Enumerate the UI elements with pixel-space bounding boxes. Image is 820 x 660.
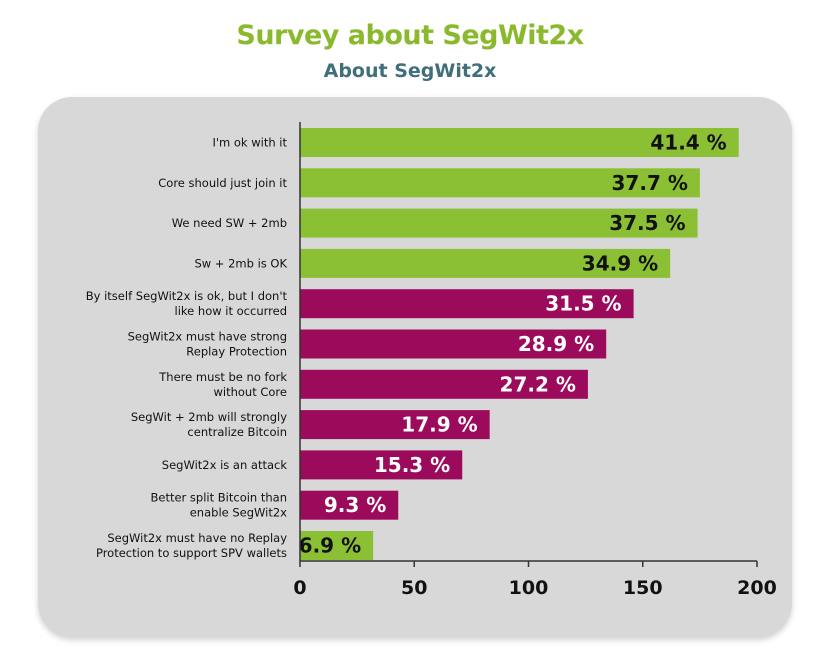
category-label: I'm ok with it — [212, 136, 287, 150]
category-label: without Core — [213, 385, 287, 399]
bar-value-label: 27.2 % — [500, 372, 576, 396]
bar — [300, 128, 739, 157]
category-label: SegWit2x is an attack — [162, 458, 288, 472]
bar-value-label: 34.9 % — [582, 251, 658, 275]
bar-value-label: 37.7 % — [612, 171, 688, 195]
bar — [300, 329, 607, 359]
category-label: We need SW + 2mb — [172, 216, 287, 230]
x-tick-label: 50 — [401, 577, 427, 599]
bar-value-label: 31.5 % — [545, 292, 621, 316]
chart-title: Survey about SegWit2x — [236, 20, 584, 51]
category-label: There must be no fork — [158, 370, 287, 384]
x-tick-label: 100 — [509, 577, 549, 599]
x-tick-label: 150 — [623, 577, 663, 599]
category-label: Protection to support SPV wallets — [96, 546, 287, 560]
bar-value-label: 41.4 % — [650, 131, 726, 155]
bar-value-label: 17.9 % — [401, 413, 477, 437]
bar — [300, 208, 698, 238]
bar — [300, 531, 374, 560]
category-label: Better split Bitcoin than — [150, 491, 287, 505]
bar-value-label: 15.3 % — [374, 453, 450, 477]
category-label: enable SegWit2x — [190, 506, 287, 520]
bar — [300, 248, 671, 278]
category-label: SegWit + 2mb will strongly — [131, 410, 287, 424]
bar — [300, 168, 700, 198]
category-label: centralize Bitcoin — [187, 425, 287, 439]
x-tick-label: 200 — [737, 577, 777, 599]
bar-value-label: 9.3 % — [324, 493, 386, 517]
bar — [300, 289, 634, 319]
bar — [300, 369, 588, 399]
bar — [300, 450, 463, 480]
bar — [300, 490, 399, 520]
category-label: SegWit2x must have strong — [128, 330, 287, 344]
category-label: Sw + 2mb is OK — [194, 256, 287, 270]
bar-value-label: 28.9 % — [518, 332, 594, 356]
category-label: Replay Protection — [186, 345, 287, 359]
category-label: Core should just join it — [158, 176, 287, 190]
category-label: By itself SegWit2x is ok, but I don't — [86, 289, 288, 303]
category-label: like how it occurred — [175, 304, 287, 318]
x-tick-label: 0 — [293, 577, 306, 599]
category-label: SegWit2x must have no Replay — [107, 531, 287, 545]
bar-value-label: 6.9 % — [299, 534, 361, 558]
bar — [300, 410, 490, 440]
chart-subtitle: About SegWit2x — [323, 60, 497, 82]
bar-value-label: 37.5 % — [609, 211, 685, 235]
